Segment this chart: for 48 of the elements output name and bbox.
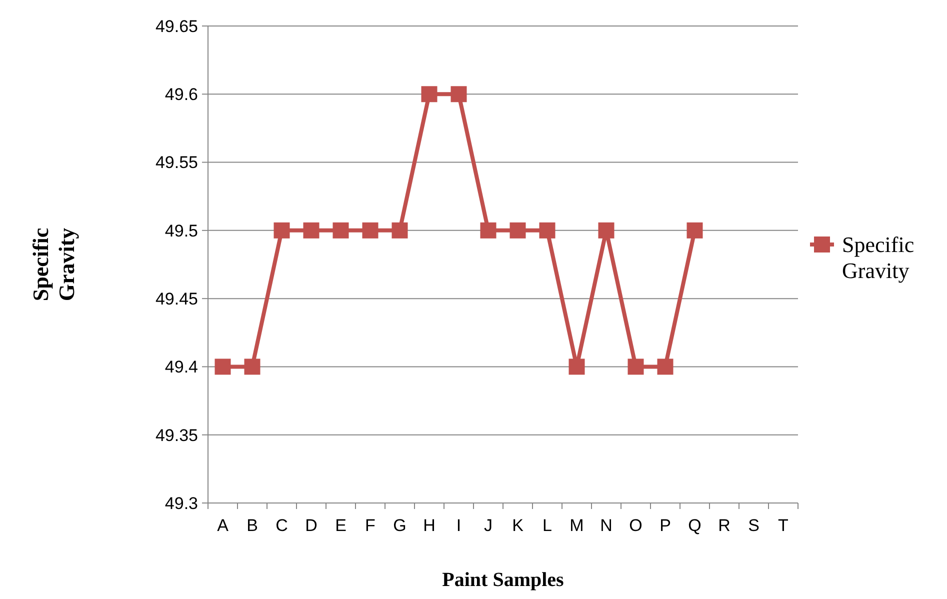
x-tick-label: M [570,516,584,535]
y-tick-label: 49.4 [164,358,198,377]
point [332,222,349,238]
y-tick-label: 49.35 [155,426,198,445]
y-tick-label: 49.55 [155,153,198,172]
x-tick-label: J [484,516,492,535]
point [539,222,556,238]
point [510,222,526,238]
point [392,222,408,238]
x-tick-label: D [305,516,318,535]
point [303,222,320,238]
point [274,222,290,238]
x-tick-label: T [778,516,788,535]
point [598,222,614,238]
y-tick-label: 49.6 [164,85,198,104]
point [421,86,438,102]
point [657,358,674,375]
x-tick-label: O [629,516,642,535]
x-tick-label: L [542,516,552,535]
y-tick-label: 49.45 [155,290,198,309]
x-tick-label: K [512,516,524,535]
x-tick-label: A [217,516,230,535]
x-tick-label: G [393,516,406,535]
x-tick-label: Q [688,516,702,535]
y-tick-label: 49.65 [155,16,198,36]
x-tick-label: E [335,516,346,535]
y-tick-label: 49.3 [164,494,198,513]
x-tick-label: N [600,516,612,535]
x-tick-label: C [276,516,288,535]
legend-label: Specific Gravity [842,232,914,284]
point [244,358,260,375]
point [568,358,585,375]
x-tick-label: S [748,516,760,535]
x-tick-label: F [365,516,376,535]
point [686,222,703,238]
point [362,222,378,238]
x-axis-title: Paint Samples [442,569,564,591]
x-tick-label: I [456,516,462,535]
point [480,222,496,238]
point [214,358,231,375]
y-axis-title: Specific Gravity [28,228,79,302]
x-tick-label: P [660,516,671,535]
point [450,86,467,102]
x-tick-label: B [246,516,258,535]
x-tick-label: H [423,516,436,535]
point [628,358,644,375]
y-tick-label: 49.5 [164,221,198,240]
x-tick-label: R [718,516,730,535]
